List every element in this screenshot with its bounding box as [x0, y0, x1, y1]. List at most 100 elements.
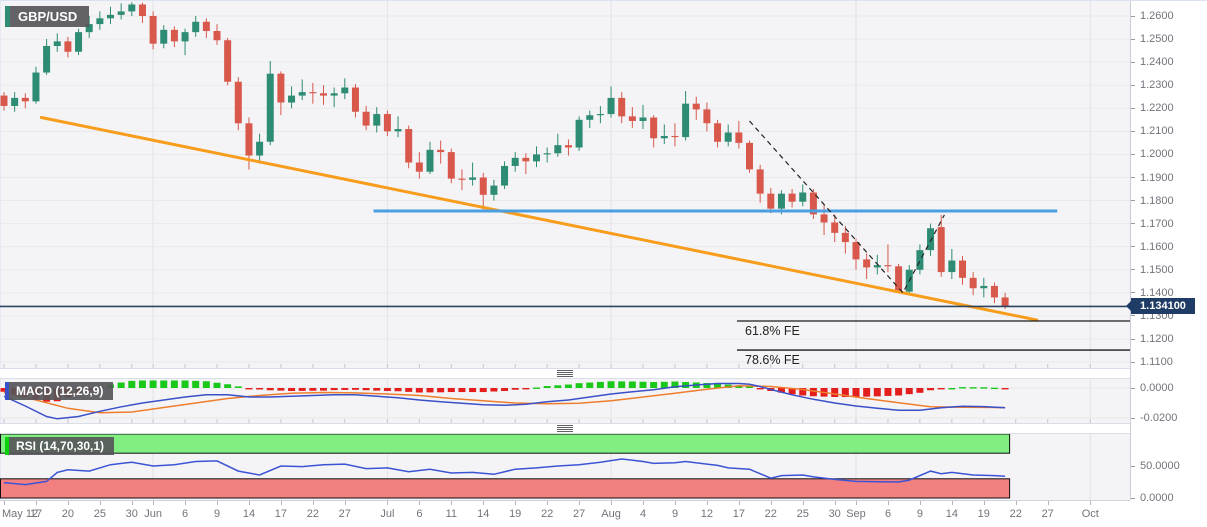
rsi-axis-tick: 50.0000: [1131, 460, 1180, 472]
axis-tick-mark: [1131, 107, 1135, 109]
chart-canvas[interactable]: [0, 1, 1130, 527]
axis-tick-mark: [1131, 130, 1135, 132]
date-tick-mark: [280, 501, 282, 505]
axis-tick-mark: [1131, 338, 1135, 340]
macd-axis-tick: 0.0000: [1131, 382, 1174, 394]
price-axis[interactable]: 1.2600 1.2500 1.2400 1.2300 1.2200 1.2100 1.20…: [1130, 1, 1207, 504]
date-tick-label: 6: [182, 508, 189, 520]
last-price-badge: 1.134100: [1126, 298, 1195, 314]
date-tick-mark: [451, 501, 453, 505]
date-tick-label: 25: [93, 508, 107, 520]
date-tick-label: 9: [213, 508, 221, 520]
symbol-label-text: GBP/USD: [18, 9, 78, 24]
price-axis-tick: 1.2400: [1131, 56, 1174, 68]
price-axis-tick: 1.2300: [1131, 79, 1174, 91]
fib-level-label-786: 78.6% FE: [745, 353, 800, 367]
divider-grip-icon[interactable]: [557, 425, 573, 432]
axis-tick-label: -0.0200: [1140, 412, 1178, 424]
date-tick-label: 6: [416, 508, 423, 520]
date-tick-mark: [951, 501, 953, 505]
date-tick-label: 14: [477, 508, 490, 520]
date-tick-mark: [387, 501, 389, 505]
date-tick-mark: [67, 501, 69, 505]
price-axis-tick: 1.2200: [1131, 102, 1174, 114]
date-tick-label: 9: [916, 508, 923, 520]
date-tick-label: 19: [509, 508, 522, 520]
fib-618-text: 61.8% FE: [745, 324, 800, 338]
axis-tick-mark: [1131, 292, 1135, 294]
macd-axis-tick: -0.0200: [1131, 412, 1177, 424]
date-tick-label: 11: [445, 508, 458, 520]
last-price-value: 1.134100: [1140, 300, 1186, 312]
axis-tick-label: 0.0000: [1140, 492, 1174, 504]
date-tick-mark: [4, 501, 5, 505]
price-axis-tick: 1.1600: [1131, 241, 1174, 253]
date-tick-label: Jun: [144, 508, 162, 520]
price-axis-tick: 1.2000: [1131, 148, 1174, 160]
date-tick-mark: [738, 501, 740, 505]
axis-tick-label: 1.1700: [1140, 217, 1174, 230]
price-axis-tick: 1.1100: [1131, 356, 1173, 368]
axis-tick-mark: [1131, 497, 1135, 499]
date-tick-label: 9: [671, 508, 679, 520]
price-axis-tick: 1.1900: [1131, 172, 1174, 184]
macd-indicator-label: MACD (12,26,9): [5, 382, 114, 400]
date-tick-label: Sep: [846, 508, 866, 520]
axis-tick-mark: [1131, 200, 1135, 202]
date-tick-label: 30: [828, 508, 841, 520]
date-tick-label: 6: [884, 508, 892, 520]
price-axis-tick: 1.2600: [1131, 10, 1174, 22]
axis-tick-mark: [1131, 417, 1135, 419]
axis-tick-mark: [1131, 269, 1135, 271]
axis-tick-mark: [1131, 153, 1135, 155]
axis-tick-mark: [1131, 84, 1135, 86]
axis-tick-label: 1.2300: [1140, 79, 1174, 92]
date-tick-label: 22: [1009, 508, 1022, 520]
axis-tick-label: 1.1100: [1140, 356, 1173, 368]
rsi-label-text: RSI (14,70,30,1): [16, 439, 105, 453]
date-tick-mark: [249, 501, 250, 505]
date-tick-mark: [36, 501, 37, 505]
date-tick-mark: [483, 501, 485, 505]
fib-786-text: 78.6% FE: [745, 353, 800, 367]
price-axis-tick: 1.1500: [1131, 264, 1174, 276]
date-tick-mark: [706, 501, 708, 505]
price-axis-tick: 1.1800: [1131, 195, 1174, 207]
date-tick-label: 17: [274, 508, 288, 520]
date-tick-label: 17: [29, 508, 43, 520]
date-tick-mark: [675, 501, 676, 505]
date-tick-label: 14: [242, 508, 256, 520]
price-axis-tick: 1.1400: [1131, 287, 1174, 299]
axis-tick-mark: [1131, 465, 1135, 467]
date-tick-label: 27: [572, 508, 586, 520]
axis-tick-mark: [1131, 246, 1135, 248]
axis-tick-label: 1.2500: [1140, 33, 1174, 46]
axis-tick-label: 1.2000: [1140, 148, 1174, 161]
axis-tick-label: 1.2400: [1140, 56, 1174, 69]
fib-level-label-618: 61.8% FE: [745, 324, 800, 338]
axis-tick-label: 1.1400: [1140, 286, 1174, 299]
date-tick-mark: [547, 501, 549, 505]
date-tick-label: 27: [338, 508, 351, 520]
axis-tick-label: 1.1900: [1140, 171, 1174, 184]
axis-tick-label: 1.1500: [1140, 263, 1174, 276]
date-tick-mark: [983, 501, 985, 505]
price-axis-tick: 1.1700: [1131, 218, 1174, 230]
date-tick-mark: [579, 501, 581, 505]
price-axis-tick: 1.2100: [1131, 125, 1174, 137]
axis-tick-label: 1.2100: [1140, 125, 1174, 138]
date-tick-label: 27: [1041, 508, 1054, 520]
macd-label-text: MACD (12,26,9): [16, 384, 104, 398]
date-tick-mark: [131, 501, 133, 505]
date-tick-label: 19: [977, 508, 990, 520]
date-axis[interactable]: May 12 17 20 25 30 Jun 6 9 14 17 22 27 Jul 6 11 14 19 22 2…: [0, 500, 1130, 527]
date-tick-label: 12: [700, 508, 714, 520]
date-tick-mark: [312, 501, 314, 505]
date-tick-label: Jul: [380, 508, 395, 520]
date-tick-label: Oct: [1081, 508, 1099, 520]
divider-grip-icon[interactable]: [557, 370, 573, 377]
axis-tick-label: 1.2600: [1140, 10, 1174, 22]
date-tick-mark: [185, 501, 187, 505]
date-tick-mark: [611, 501, 613, 505]
axis-tick-mark: [1131, 223, 1135, 225]
